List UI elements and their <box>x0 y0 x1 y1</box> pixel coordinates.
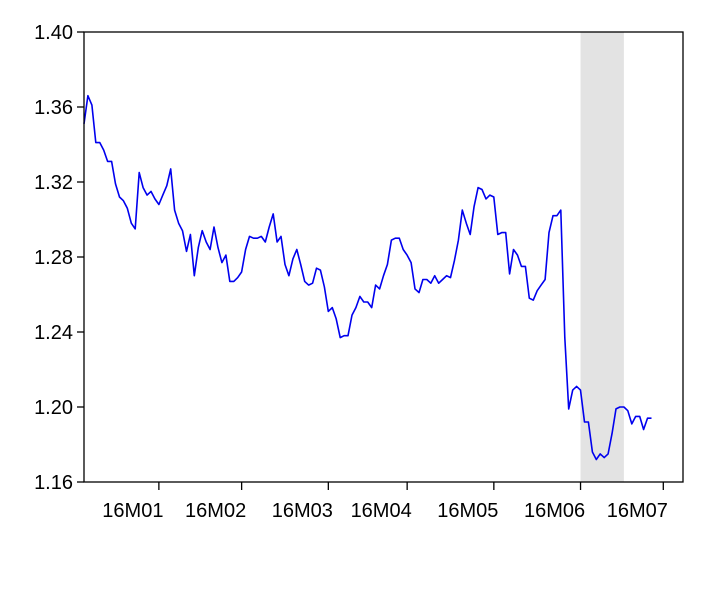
x-tick-label: 16M03 <box>272 500 333 522</box>
y-tick-label: 1.28 <box>34 247 73 269</box>
y-tick-label: 1.36 <box>34 97 73 119</box>
x-tick-label: 16M06 <box>524 500 585 522</box>
x-tick-label: 16M07 <box>607 500 668 522</box>
shaded-region <box>580 32 624 482</box>
plot-frame <box>83 31 684 483</box>
y-tick-label: 1.16 <box>34 472 73 494</box>
x-axis: 16M01 16M02 16M03 16M04 16M05 16M06 16M07 <box>102 482 668 522</box>
x-tick-label: 16M02 <box>185 500 246 522</box>
x-tick-label: 16M01 <box>102 500 163 522</box>
x-tick-label: 16M04 <box>351 500 412 522</box>
y-tick-label: 1.32 <box>34 172 73 194</box>
y-tick-label: 1.40 <box>34 22 73 44</box>
y-tick-label: 1.20 <box>34 397 73 419</box>
y-axis: 1.16 1.20 1.24 1.28 1.32 1.36 1.40 <box>34 22 84 494</box>
x-tick-label: 16M05 <box>437 500 498 522</box>
y-tick-label: 1.24 <box>34 322 73 344</box>
series-line <box>83 94 652 461</box>
